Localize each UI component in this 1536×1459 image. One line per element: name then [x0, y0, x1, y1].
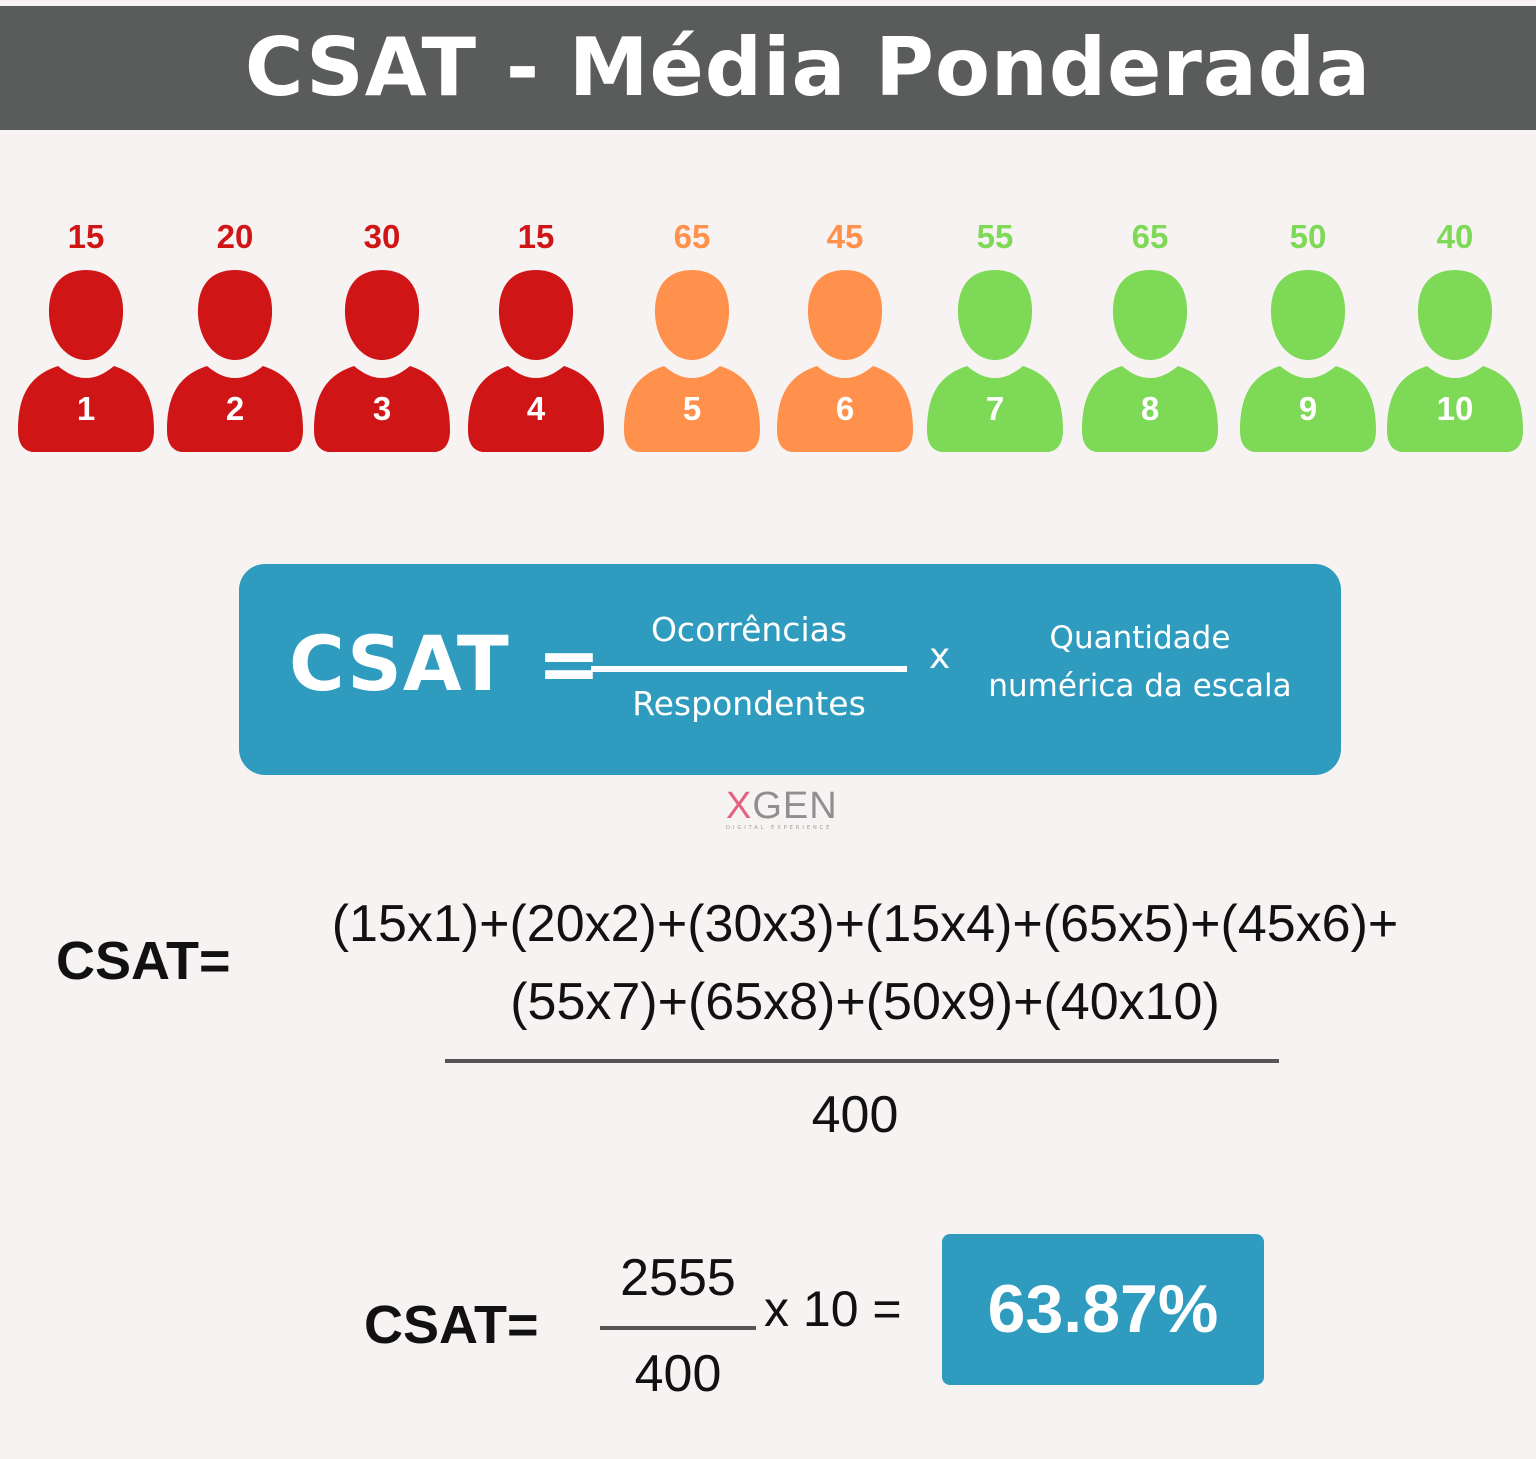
result-value: 63.87%	[987, 1271, 1219, 1347]
person-head	[1417, 270, 1493, 360]
logo-wordmark: XGEN	[726, 785, 838, 828]
person-body	[777, 366, 913, 452]
respondent-count: 40	[1436, 218, 1474, 255]
equation1-fraction-bar	[445, 1059, 1279, 1063]
respondent-score: 6	[835, 390, 855, 427]
respondent-count: 65	[1131, 218, 1169, 255]
header-bar	[0, 6, 1536, 130]
person-head	[807, 270, 883, 360]
equation2-multiplier: x 10 =	[764, 1281, 902, 1337]
person-head	[957, 270, 1033, 360]
respondent-9: 50 9	[1238, 210, 1378, 460]
respondent-4: 15 4	[466, 210, 606, 460]
formula-scale-line2: numérica da escala	[988, 668, 1292, 704]
person-icon	[1082, 270, 1218, 452]
respondent-count: 20	[216, 218, 254, 255]
person-icon	[1387, 270, 1523, 452]
respondent-5: 65 5	[622, 210, 762, 460]
equation2-numerator: 2555	[620, 1249, 736, 1307]
respondent-score: 3	[372, 390, 392, 427]
formula-fraction-bar	[591, 666, 907, 672]
person-body	[1240, 366, 1376, 452]
equation1-numerator-line2: (55x7)+(65x8)+(50x9)+(40x10)	[510, 973, 1220, 1031]
respondent-score: 1	[76, 390, 96, 427]
equation1-denominator: 400	[811, 1086, 899, 1144]
respondent-3: 30 3	[312, 210, 452, 460]
person-head	[344, 270, 420, 360]
logo-subtitle: DIGITAL EXPERIENCE	[726, 825, 833, 831]
respondent-count: 50	[1289, 218, 1327, 255]
person-body	[1387, 366, 1523, 452]
respondent-8: 65 8	[1080, 210, 1220, 460]
respondent-6: 45 6	[775, 210, 915, 460]
respondent-count: 55	[976, 218, 1014, 255]
person-body	[624, 366, 760, 452]
respondent-count: 45	[826, 218, 864, 255]
person-icon	[314, 270, 450, 452]
person-body	[18, 366, 154, 452]
respondent-count: 65	[673, 218, 711, 255]
person-icon	[468, 270, 604, 452]
logo-x: X	[726, 785, 753, 827]
respondent-score: 5	[682, 390, 702, 427]
person-icon	[624, 270, 760, 452]
formula-denominator: Respondentes	[632, 684, 866, 723]
respondent-10: 40 10	[1385, 210, 1525, 460]
formula-scale: Quantidade numérica da escala	[967, 614, 1313, 710]
person-head	[1112, 270, 1188, 360]
respondent-score: 9	[1298, 390, 1318, 427]
equation2-fraction-bar	[600, 1326, 756, 1330]
person-icon	[1240, 270, 1376, 452]
person-head	[197, 270, 273, 360]
formula-box: CSAT = Ocorrências Respondentes x Quanti…	[239, 564, 1341, 775]
respondent-7: 55 7	[925, 210, 1065, 460]
respondent-count: 15	[67, 218, 105, 255]
logo-gen: GEN	[752, 785, 838, 827]
formula-lhs: CSAT =	[289, 619, 602, 708]
respondent-score: 4	[526, 390, 546, 427]
person-icon	[927, 270, 1063, 452]
equation1-label: CSAT=	[56, 931, 231, 991]
result-box: 63.87%	[942, 1234, 1264, 1385]
person-icon	[18, 270, 154, 452]
respondent-2: 20 2	[165, 210, 305, 460]
person-head	[48, 270, 124, 360]
person-body	[927, 366, 1063, 452]
respondent-1: 15 1	[16, 210, 156, 460]
person-icon	[777, 270, 913, 452]
formula-scale-line1: Quantidade	[1049, 620, 1231, 656]
formula-numerator: Ocorrências	[650, 610, 848, 649]
equation2-denominator: 400	[634, 1345, 722, 1403]
person-head	[1270, 270, 1346, 360]
respondent-score: 2	[225, 390, 245, 427]
respondent-count: 30	[363, 218, 401, 255]
equation1-numerator-line1: (15x1)+(20x2)+(30x3)+(15x4)+(65x5)+(45x6…	[331, 895, 1399, 953]
respondent-score: 10	[1436, 390, 1474, 427]
person-icon	[167, 270, 303, 452]
person-head	[498, 270, 574, 360]
person-body	[468, 366, 604, 452]
respondent-count: 15	[517, 218, 555, 255]
page-title: CSAT - Média Ponderada	[244, 21, 1372, 114]
person-body	[314, 366, 450, 452]
person-body	[1082, 366, 1218, 452]
equation2-label: CSAT=	[364, 1295, 539, 1355]
respondent-score: 7	[985, 390, 1005, 427]
respondent-score: 8	[1140, 390, 1160, 427]
xgen-logo: XGEN DIGITAL EXPERIENCE	[722, 785, 842, 835]
formula-times: x	[929, 636, 951, 677]
person-head	[654, 270, 730, 360]
person-body	[167, 366, 303, 452]
